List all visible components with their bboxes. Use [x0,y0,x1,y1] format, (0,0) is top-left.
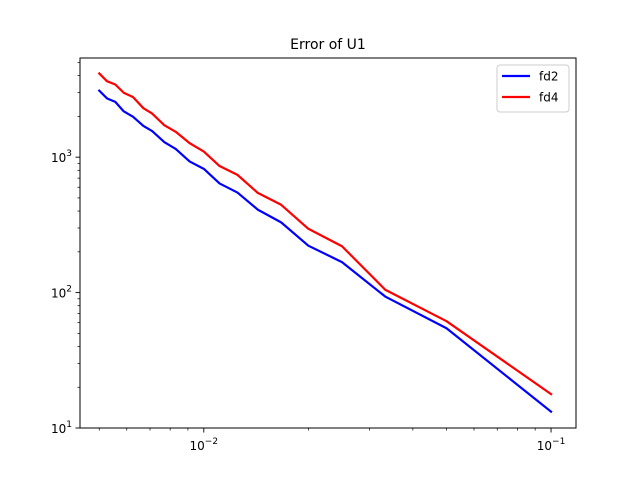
x-tick-label: 10−2 [190,437,219,453]
legend: fd2 fd4 [496,64,570,113]
plot-area [97,71,553,414]
chart-title: Error of U1 [290,37,366,53]
y-tick-label: 102 [51,285,72,301]
axis-ticks: 10−2 10−1 101 102 103 [51,62,566,453]
axes-frame [79,57,577,429]
series-line-fd4 [97,71,553,396]
x-tick-label: 10−1 [537,437,566,453]
y-tick-label: 103 [51,149,72,165]
legend-label-fd2: fd2 [539,70,558,84]
legend-label-fd4: fd4 [539,91,558,105]
series-line-fd2 [97,89,553,414]
y-tick-label: 101 [51,420,72,436]
